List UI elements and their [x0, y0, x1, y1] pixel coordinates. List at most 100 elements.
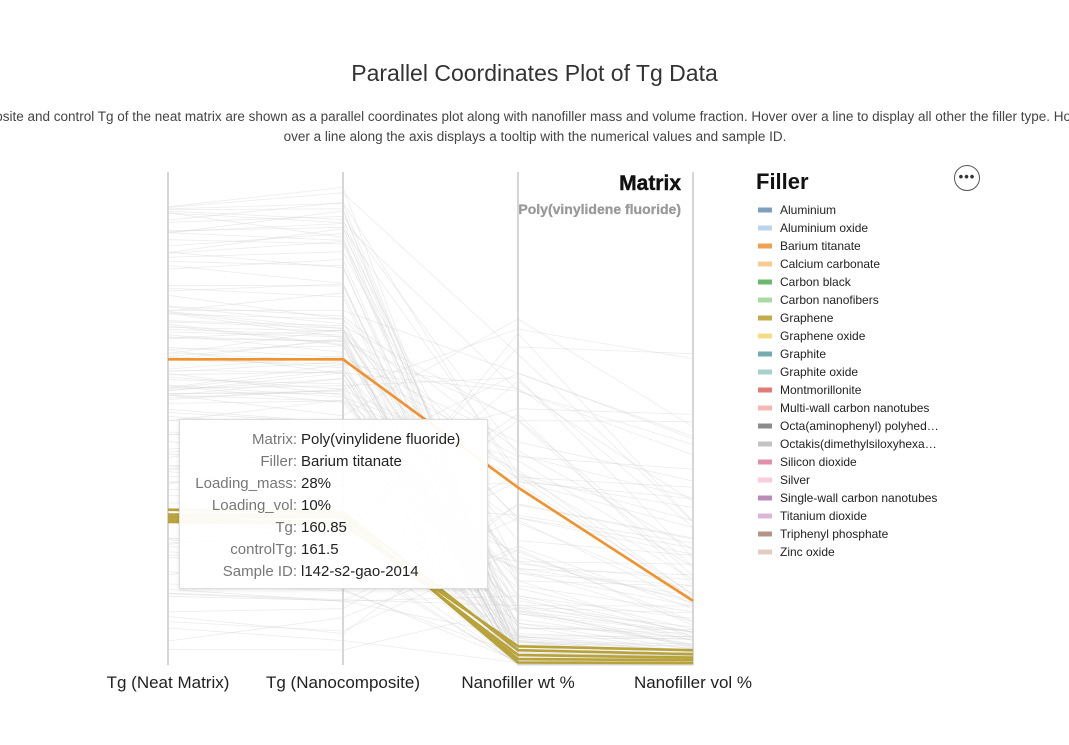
background-line	[167, 233, 694, 576]
background-line	[167, 318, 694, 428]
tooltip-value: l142-s2-gao-2014	[301, 563, 419, 580]
legend-swatch	[758, 531, 772, 537]
background-line	[167, 228, 694, 580]
legend-item[interactable]: Calcium carbonate	[758, 257, 880, 271]
legend-swatch	[758, 549, 772, 555]
legend-label: Aluminium oxide	[780, 221, 868, 235]
legend-item[interactable]: Graphite	[758, 347, 826, 361]
legend-item[interactable]: Octa(aminophenyl) polyhed…	[758, 419, 939, 433]
background-line	[167, 328, 694, 399]
page-title: Parallel Coordinates Plot of Tg Data	[351, 60, 718, 86]
axis-label: Nanofiller vol %	[634, 673, 752, 692]
legend-swatch	[758, 315, 772, 321]
background-line	[167, 331, 694, 521]
legend-item[interactable]: Titanium dioxide	[758, 509, 867, 523]
background-line	[167, 201, 694, 528]
legend-label: Barium titanate	[780, 239, 861, 253]
legend-item[interactable]: Barium titanate	[758, 239, 861, 253]
tooltip-row: Tg: 160.85	[180, 517, 487, 539]
legend-item[interactable]: Carbon black	[758, 275, 852, 289]
legend-title: Filler	[756, 169, 809, 194]
background-line	[167, 251, 694, 637]
legend-item[interactable]: Graphene	[758, 311, 834, 325]
legend-item[interactable]: Silver	[758, 473, 810, 487]
legend-item[interactable]: Aluminium oxide	[758, 221, 868, 235]
legend-label: Graphite oxide	[780, 365, 858, 379]
tooltip-key: Tg:	[275, 519, 297, 536]
background-line	[167, 549, 694, 632]
background-line	[167, 339, 694, 567]
background-line	[167, 309, 694, 440]
legend-swatch	[758, 513, 772, 519]
legend-label: Aluminium	[780, 203, 836, 217]
background-line	[167, 320, 694, 577]
axis-label: Tg (Nanocomposite)	[266, 673, 420, 692]
legend-label: Multi-wall carbon nanotubes	[780, 401, 929, 415]
legend-swatch	[758, 243, 772, 249]
legend-label: Silver	[780, 473, 810, 487]
axis-labels: Tg (Neat Matrix) Tg (Nanocomposite) Nanofi…	[107, 673, 752, 692]
legend-swatch	[758, 333, 772, 339]
background-line	[167, 240, 694, 613]
background-line	[167, 377, 694, 558]
legend-label: Carbon nanofibers	[780, 293, 879, 307]
legend-swatch	[758, 405, 772, 411]
legend-item[interactable]: Aluminium	[758, 203, 836, 217]
tooltip-row: Loading_vol: 10%	[180, 495, 487, 517]
legend-label: Titanium dioxide	[780, 509, 867, 523]
tooltip-value: 28%	[301, 475, 332, 492]
background-line	[167, 212, 694, 456]
legend-label: Graphite	[780, 347, 826, 361]
legend-item[interactable]: Single-wall carbon nanotubes	[758, 491, 937, 505]
tooltip-value: 10%	[301, 497, 332, 514]
matrix-annotation-value: Poly(vinylidene fluoride)	[518, 201, 681, 217]
legend-item[interactable]: Carbon nanofibers	[758, 293, 879, 307]
legend-item[interactable]: Octakis(dimethylsiloxyhexa…	[758, 437, 937, 451]
axis-label: Tg (Neat Matrix)	[107, 673, 230, 692]
tooltip-key: controlTg:	[230, 541, 297, 558]
legend-label: Triphenyl phosphate	[780, 527, 889, 541]
legend-item[interactable]: Graphite oxide	[758, 365, 858, 379]
tooltip-value: 161.5	[301, 541, 339, 558]
tooltip-value: 160.85	[301, 519, 347, 536]
tooltip-row: controlTg: 161.5	[180, 539, 487, 561]
tooltip-key: Sample ID:	[222, 563, 297, 580]
legend-label: Octakis(dimethylsiloxyhexa…	[780, 437, 937, 451]
legend[interactable]: Aluminium Aluminium oxide Barium titanate C…	[758, 203, 939, 559]
legend-swatch	[758, 387, 772, 393]
legend-label: Montmorillonite	[780, 383, 862, 397]
background-line	[167, 607, 694, 651]
legend-label: Carbon black	[780, 275, 852, 289]
legend-swatch	[758, 297, 772, 303]
background-line	[167, 347, 694, 482]
axis-label: Nanofiller wt %	[461, 673, 574, 692]
legend-item[interactable]: Silicon dioxide	[758, 455, 857, 469]
background-line	[167, 588, 694, 619]
background-line	[167, 305, 694, 550]
matrix-annotation-heading: Matrix	[619, 172, 681, 195]
background-line	[167, 369, 694, 445]
more-options-button[interactable]: •••	[954, 165, 980, 191]
background-line	[167, 361, 694, 470]
legend-swatch	[758, 441, 772, 447]
legend-item[interactable]: Montmorillonite	[758, 383, 862, 397]
legend-label: Graphene	[780, 311, 834, 325]
background-line	[167, 627, 694, 665]
tooltip-key: Loading_vol:	[211, 497, 297, 514]
legend-item[interactable]: Graphene oxide	[758, 329, 866, 343]
tooltip-row: Filler: Barium titanate	[180, 451, 487, 473]
legend-item[interactable]: Triphenyl phosphate	[758, 527, 889, 541]
legend-label: Single-wall carbon nanotubes	[780, 491, 937, 505]
background-line	[167, 363, 694, 502]
legend-swatch	[758, 351, 772, 357]
legend-label: Calcium carbonate	[780, 257, 880, 271]
background-line	[167, 215, 694, 499]
axes-group	[167, 172, 694, 665]
legend-item[interactable]: Zinc oxide	[758, 545, 835, 559]
legend-swatch	[758, 207, 772, 213]
legend-swatch	[758, 423, 772, 429]
tooltip-row: Loading_mass: 28%	[180, 473, 487, 495]
legend-item[interactable]: Multi-wall carbon nanotubes	[758, 401, 929, 415]
legend-label: Graphene oxide	[780, 329, 866, 343]
